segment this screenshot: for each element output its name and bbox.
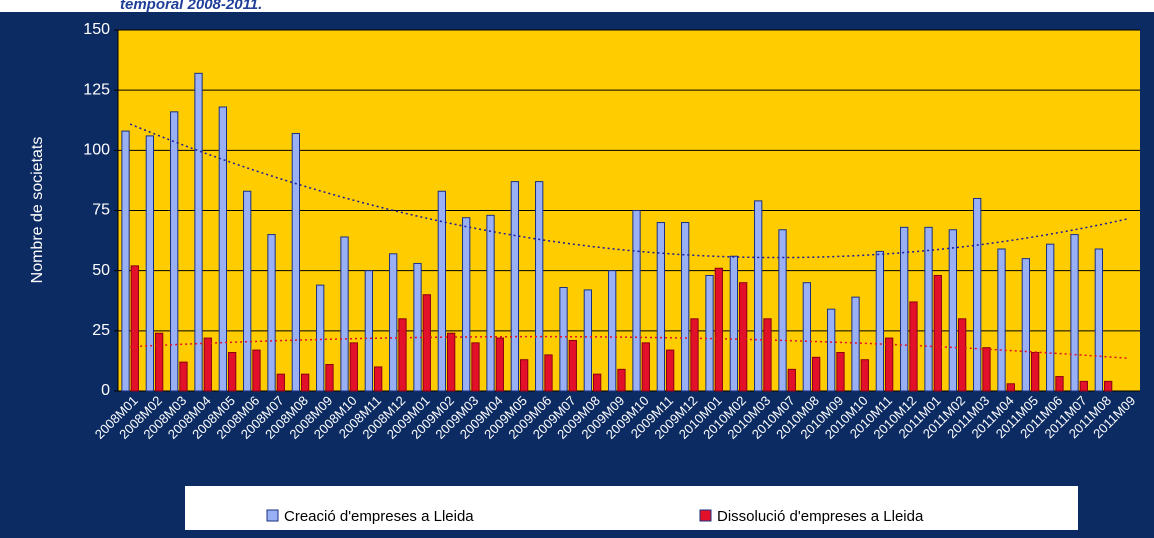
y-tick-label: 25 <box>92 322 110 339</box>
bar <box>827 308 836 392</box>
trend-line <box>130 335 1128 360</box>
bar <box>739 282 748 392</box>
bar <box>1031 351 1040 392</box>
bar <box>252 349 261 392</box>
y-tick-label: 150 <box>83 21 110 38</box>
bar <box>973 197 982 392</box>
bar <box>632 210 641 392</box>
bar <box>681 222 690 392</box>
bar <box>851 296 860 392</box>
legend-swatch <box>699 509 712 522</box>
legend-swatch <box>266 509 279 522</box>
bar <box>398 318 407 392</box>
bar <box>325 364 334 392</box>
y-tick-label: 50 <box>92 262 110 279</box>
bar <box>267 234 276 392</box>
bar <box>997 248 1006 392</box>
bar <box>617 368 626 392</box>
bar <box>194 72 203 392</box>
y-axis-label: Nombre de societats <box>29 137 46 284</box>
bar <box>666 349 675 392</box>
bar <box>568 339 577 392</box>
bar <box>1079 380 1088 392</box>
bar <box>121 130 130 392</box>
bar <box>1006 383 1015 392</box>
bar <box>145 135 154 392</box>
bar <box>389 253 398 392</box>
bar <box>982 347 991 392</box>
legend <box>185 486 1078 530</box>
bar <box>276 373 285 392</box>
y-tick-label: 125 <box>83 81 110 98</box>
bar <box>593 373 602 392</box>
bar <box>924 226 933 392</box>
bar <box>641 342 650 392</box>
bar <box>462 217 471 392</box>
bar <box>218 106 227 392</box>
bar <box>933 274 942 392</box>
bar <box>860 359 869 392</box>
bar <box>203 337 212 392</box>
bar <box>608 270 617 392</box>
bar <box>705 274 714 392</box>
bar <box>948 229 958 392</box>
bar <box>1104 380 1113 392</box>
bar <box>291 132 301 392</box>
bar <box>802 282 812 392</box>
chart-title: temporal 2008-2011. <box>120 0 262 13</box>
bar <box>1070 234 1079 392</box>
bar <box>316 284 325 392</box>
bar <box>1021 258 1031 392</box>
bar <box>447 332 456 392</box>
bar <box>812 356 821 392</box>
bar <box>486 214 495 392</box>
bar <box>535 181 544 392</box>
bar <box>243 190 252 392</box>
bar <box>413 262 422 392</box>
trend-line <box>129 123 1128 259</box>
bar <box>836 351 845 392</box>
bar <box>909 301 918 392</box>
bar <box>179 361 188 392</box>
y-tick-label: 100 <box>83 142 110 159</box>
bar <box>1094 248 1103 392</box>
bar <box>778 229 787 392</box>
bar <box>495 337 504 392</box>
bar <box>583 289 593 392</box>
bar <box>155 332 164 392</box>
bar <box>349 342 358 392</box>
legend-label: Creació d'empreses a Lleida <box>284 508 474 525</box>
bar <box>885 337 894 392</box>
bar <box>422 294 431 392</box>
bar <box>340 236 349 392</box>
legend-label: Dissolució d'empreses a Lleida <box>717 508 924 525</box>
bar <box>559 287 568 392</box>
bar <box>729 255 739 392</box>
bar <box>875 250 885 392</box>
bar <box>690 318 699 392</box>
bar <box>544 354 553 392</box>
bar <box>437 190 447 392</box>
bar <box>374 366 383 392</box>
bar <box>900 226 909 392</box>
bar <box>1046 243 1055 392</box>
bar <box>763 318 772 392</box>
y-tick-label: 0 <box>101 382 110 399</box>
bar <box>301 373 310 392</box>
bar <box>170 111 179 392</box>
bar <box>364 270 374 392</box>
bar <box>510 181 520 392</box>
bar <box>228 351 237 392</box>
bar <box>754 200 763 392</box>
bar <box>520 359 529 392</box>
bar <box>471 342 480 392</box>
bar <box>1055 376 1064 392</box>
bar <box>656 222 666 392</box>
bar <box>130 265 139 392</box>
y-tick-label: 75 <box>92 202 110 219</box>
bar <box>714 267 723 392</box>
bar <box>958 318 967 392</box>
bar <box>787 368 796 392</box>
